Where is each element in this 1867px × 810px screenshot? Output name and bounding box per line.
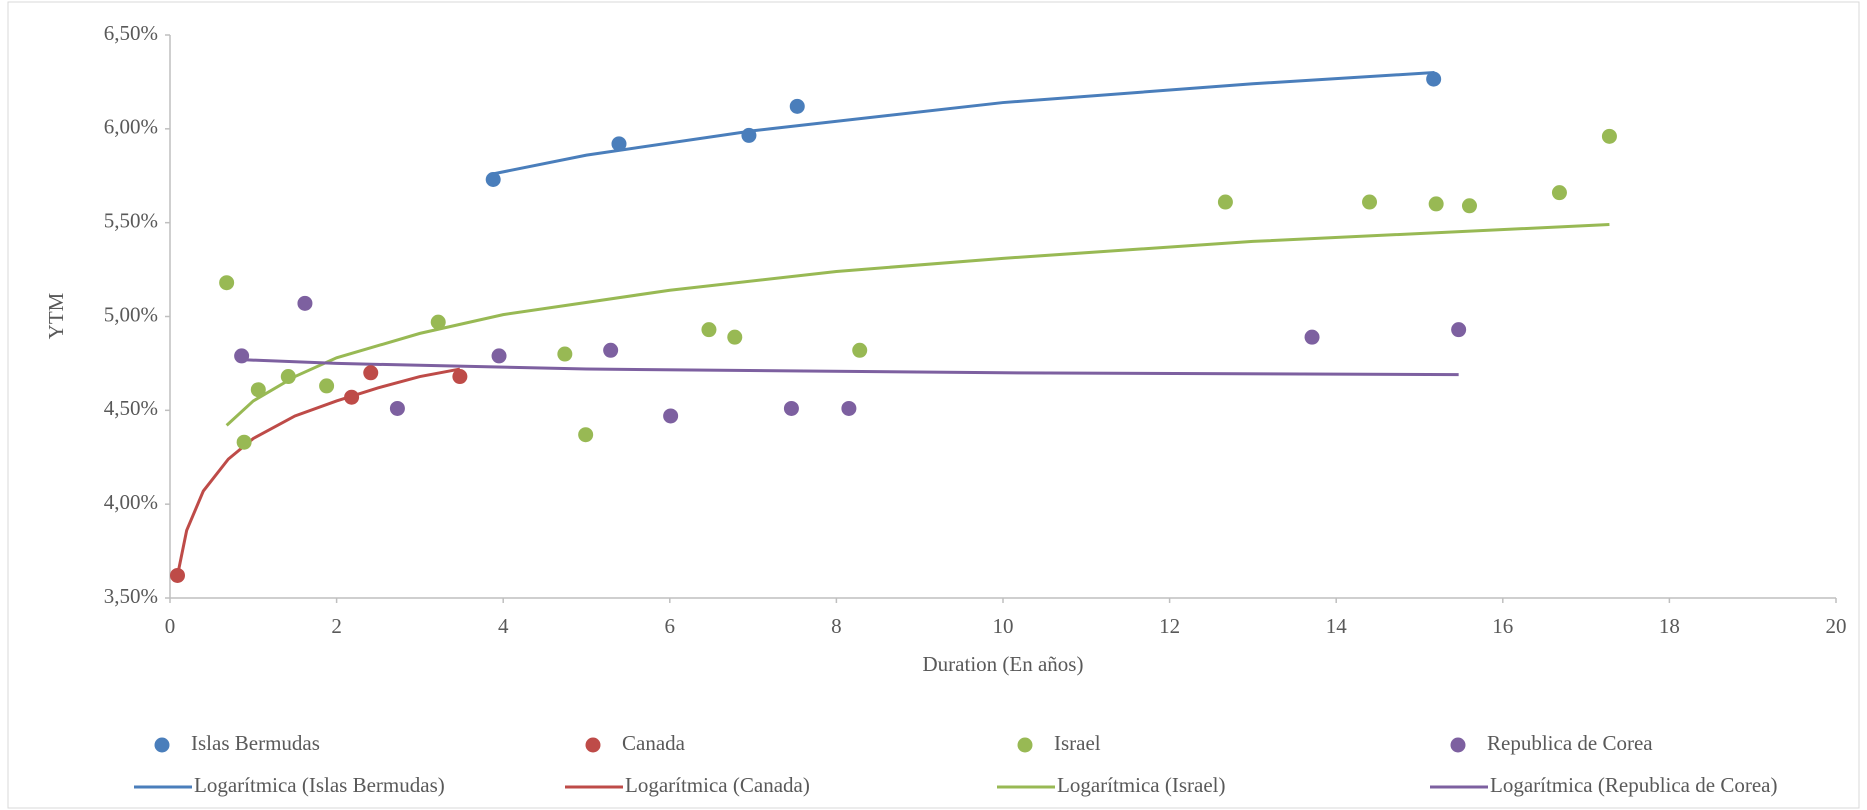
- x-axis-label: Duration (En años): [923, 652, 1084, 676]
- y-tick-label: 4,00%: [104, 490, 158, 514]
- y-tick-label: 5,50%: [104, 208, 158, 232]
- point: [280, 369, 296, 385]
- legend-marker: [154, 737, 170, 753]
- x-tick-label: 4: [498, 614, 509, 638]
- x-tick-label: 2: [331, 614, 342, 638]
- point: [663, 408, 679, 424]
- x-tick-label: 20: [1826, 614, 1847, 638]
- point: [363, 365, 379, 381]
- x-tick-label: 10: [993, 614, 1014, 638]
- trendline: [225, 223, 1610, 427]
- legend-label: Logarítmica (Israel): [1057, 773, 1226, 797]
- y-tick-label: 5,00%: [104, 302, 158, 326]
- point: [250, 382, 266, 398]
- point: [1451, 322, 1467, 338]
- point: [578, 427, 594, 443]
- trendline: [241, 358, 1459, 377]
- point: [1304, 329, 1320, 345]
- point: [234, 348, 250, 364]
- y-axis-label: YTM: [44, 292, 68, 339]
- point: [557, 346, 573, 362]
- x-tick-label: 18: [1659, 614, 1680, 638]
- point: [430, 314, 446, 330]
- x-tick-label: 0: [165, 614, 176, 638]
- point: [491, 348, 507, 364]
- legend-marker: [1450, 737, 1466, 753]
- point: [1601, 128, 1617, 144]
- legend-label: Canada: [622, 731, 686, 755]
- x-tick-label: 16: [1492, 614, 1513, 638]
- point: [236, 434, 252, 450]
- point: [344, 389, 360, 405]
- y-tick-label: 4,50%: [104, 396, 158, 420]
- legend-marker: [1017, 737, 1033, 753]
- point: [219, 275, 235, 291]
- chart-frame: [7, 1, 1860, 809]
- point: [1461, 198, 1477, 214]
- point: [611, 136, 627, 152]
- legend-label: Logarítmica (Canada): [625, 773, 810, 797]
- point: [389, 400, 405, 416]
- point: [783, 400, 799, 416]
- y-tick-label: 6,00%: [104, 115, 158, 139]
- point: [452, 369, 468, 385]
- y-tick-label: 3,50%: [104, 584, 158, 608]
- point: [319, 378, 335, 394]
- x-tick-label: 6: [665, 614, 676, 638]
- point: [741, 127, 757, 143]
- point: [169, 567, 185, 583]
- point: [789, 98, 805, 114]
- x-tick-label: 8: [831, 614, 842, 638]
- point: [1362, 194, 1378, 210]
- x-tick-label: 14: [1326, 614, 1348, 638]
- legend-label: Israel: [1054, 731, 1101, 755]
- legend-label: Logarítmica (Republica de Corea): [1490, 773, 1777, 797]
- legend-marker: [585, 737, 601, 753]
- point: [852, 342, 868, 358]
- point: [1551, 185, 1567, 201]
- point: [485, 172, 501, 188]
- trendline: [176, 367, 461, 576]
- legend-label: Logarítmica (Islas Bermudas): [194, 773, 445, 797]
- trendline: [492, 71, 1435, 176]
- point: [1426, 71, 1442, 87]
- point: [603, 342, 619, 358]
- x-tick-label: 12: [1159, 614, 1180, 638]
- point: [297, 295, 313, 311]
- legend-label: Islas Bermudas: [191, 731, 320, 755]
- point: [701, 322, 717, 338]
- legend-label: Republica de Corea: [1487, 731, 1653, 755]
- point: [727, 329, 743, 345]
- y-tick-label: 6,50%: [104, 21, 158, 45]
- point: [841, 400, 857, 416]
- point: [1428, 196, 1444, 212]
- point: [1217, 194, 1233, 210]
